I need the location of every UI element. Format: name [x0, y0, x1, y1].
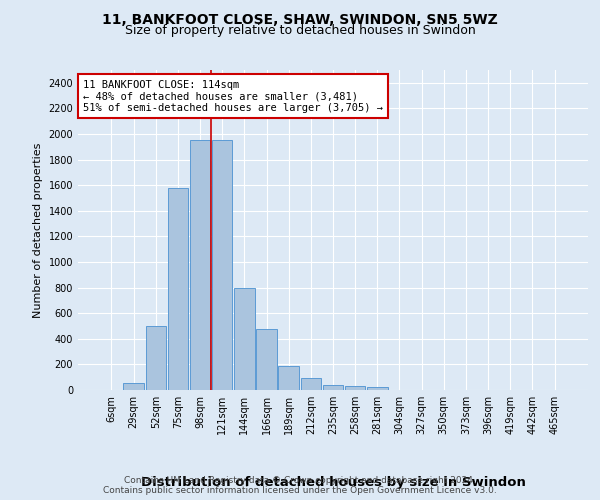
Bar	[256, 329, 277, 390]
Bar	[345, 386, 365, 390]
Bar	[367, 388, 388, 390]
X-axis label: Distribution of detached houses by size in Swindon: Distribution of detached houses by size …	[140, 476, 526, 489]
Text: Contains HM Land Registry data © Crown copyright and database right 2024.: Contains HM Land Registry data © Crown c…	[124, 476, 476, 485]
Bar	[167, 188, 188, 390]
Text: 11 BANKFOOT CLOSE: 114sqm
← 48% of detached houses are smaller (3,481)
51% of se: 11 BANKFOOT CLOSE: 114sqm ← 48% of detac…	[83, 80, 383, 113]
Bar	[234, 288, 254, 390]
Bar	[323, 385, 343, 390]
Bar	[212, 140, 232, 390]
Bar	[301, 378, 321, 390]
Bar	[124, 383, 144, 390]
Text: 11, BANKFOOT CLOSE, SHAW, SWINDON, SN5 5WZ: 11, BANKFOOT CLOSE, SHAW, SWINDON, SN5 5…	[102, 12, 498, 26]
Text: Contains public sector information licensed under the Open Government Licence v3: Contains public sector information licen…	[103, 486, 497, 495]
Bar	[146, 326, 166, 390]
Text: Size of property relative to detached houses in Swindon: Size of property relative to detached ho…	[125, 24, 475, 37]
Bar	[190, 140, 210, 390]
Y-axis label: Number of detached properties: Number of detached properties	[33, 142, 43, 318]
Bar	[278, 366, 299, 390]
